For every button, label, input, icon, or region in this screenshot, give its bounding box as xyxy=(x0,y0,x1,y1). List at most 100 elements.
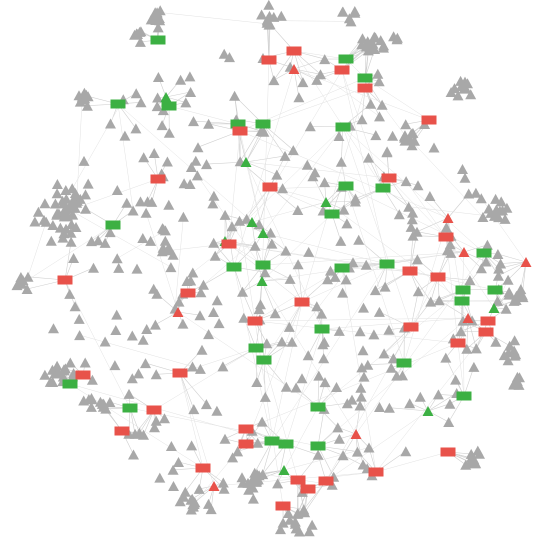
green-rect-node xyxy=(264,436,280,446)
grey-triangle-node xyxy=(135,196,146,207)
grey-triangle-node xyxy=(146,196,158,207)
grey-triangle-node xyxy=(412,180,424,191)
edge xyxy=(364,77,430,121)
edge xyxy=(368,157,384,189)
edge xyxy=(162,243,231,252)
grey-triangle-node xyxy=(470,187,482,198)
grey-triangle-node xyxy=(185,494,197,505)
green-rect-node xyxy=(255,260,271,270)
red-rect-node xyxy=(290,475,306,485)
grey-triangle-node xyxy=(368,31,380,42)
grey-triangle-node xyxy=(251,377,263,387)
grey-triangle-node xyxy=(104,397,116,407)
grey-triangle-node xyxy=(207,198,219,209)
red-rect-node xyxy=(57,275,73,285)
grey-triangle-node xyxy=(135,26,147,37)
grey-triangle-node xyxy=(383,402,395,413)
grey-triangle-node xyxy=(64,357,76,368)
grey-triangle-node xyxy=(335,235,347,246)
grey-triangle-node xyxy=(187,267,199,278)
edge xyxy=(254,320,459,344)
grey-triangle-node xyxy=(64,288,76,299)
grey-triangle-node xyxy=(82,178,94,189)
grey-triangle-node xyxy=(353,234,365,245)
grey-triangle-node xyxy=(184,71,196,82)
green-rect-node xyxy=(255,119,271,129)
grey-triangle-node xyxy=(468,453,480,464)
grey-triangle-node xyxy=(340,274,352,285)
grey-triangle-node xyxy=(338,204,350,215)
red-rect-node xyxy=(402,266,418,276)
grey-triangle-node xyxy=(241,213,253,224)
grey-triangle-node xyxy=(175,74,187,85)
grey-triangle-node xyxy=(495,196,507,207)
edge xyxy=(239,220,256,322)
grey-triangle-node xyxy=(150,415,162,426)
red-triangle-node xyxy=(288,64,300,74)
grey-triangle-node xyxy=(369,285,381,296)
grey-triangle-node xyxy=(432,389,444,400)
grey-triangle-node xyxy=(51,360,63,371)
red-rect-node xyxy=(75,370,91,380)
grey-triangle-node xyxy=(252,437,264,448)
grey-triangle-node xyxy=(156,246,168,257)
grey-triangle-node xyxy=(363,152,374,163)
grey-triangle-node xyxy=(286,336,298,347)
edge xyxy=(262,87,366,125)
grey-triangle-node xyxy=(375,35,387,46)
red-rect-node xyxy=(146,405,162,415)
green-rect-node xyxy=(487,285,503,295)
grey-triangle-node xyxy=(161,156,173,167)
grey-triangle-node xyxy=(140,207,152,218)
red-rect-node xyxy=(450,338,466,348)
grey-triangle-node xyxy=(151,101,163,112)
grey-triangle-node xyxy=(343,13,355,24)
edge xyxy=(410,291,419,328)
edge xyxy=(463,244,488,253)
green-rect-node xyxy=(456,391,472,401)
grey-triangle-node xyxy=(48,323,59,334)
grey-triangle-node xyxy=(148,148,160,158)
grey-triangle-node xyxy=(347,257,359,268)
grey-triangle-node xyxy=(400,176,412,187)
edge xyxy=(157,11,271,25)
grey-triangle-node xyxy=(355,391,367,402)
red-rect-node xyxy=(334,65,350,75)
grey-triangle-node xyxy=(141,324,153,334)
grey-triangle-node xyxy=(256,9,268,20)
edge xyxy=(254,440,273,473)
edge xyxy=(427,403,450,412)
grey-triangle-node xyxy=(492,249,504,259)
grey-triangle-node xyxy=(337,6,349,17)
grey-triangle-node xyxy=(69,202,81,213)
grey-triangle-node xyxy=(256,416,268,427)
grey-triangle-node xyxy=(138,429,149,440)
grey-triangle-node xyxy=(292,205,304,215)
grey-triangle-node xyxy=(428,142,440,153)
edge xyxy=(463,251,487,262)
grey-triangle-node xyxy=(165,262,177,273)
edge xyxy=(254,317,469,322)
grey-triangle-node xyxy=(165,441,177,451)
grey-triangle-node xyxy=(312,449,324,460)
red-triangle-node xyxy=(208,481,220,491)
grey-triangle-node xyxy=(291,508,303,519)
edge xyxy=(192,243,230,273)
grey-triangle-node xyxy=(257,469,269,480)
grey-triangle-node xyxy=(378,40,390,51)
edge xyxy=(267,20,352,22)
grey-triangle-node xyxy=(58,228,70,239)
grey-triangle-node xyxy=(332,422,344,433)
grey-triangle-node xyxy=(279,150,291,161)
green-rect-node xyxy=(338,54,354,64)
grey-triangle-node xyxy=(194,310,206,321)
green-rect-node xyxy=(278,439,294,449)
grey-triangle-node xyxy=(272,478,284,489)
grey-triangle-node xyxy=(173,296,185,307)
edge xyxy=(388,177,409,207)
grey-triangle-node xyxy=(218,48,230,59)
red-rect-node xyxy=(318,476,334,486)
grey-triangle-node xyxy=(457,315,469,326)
grey-triangle-node xyxy=(226,221,238,232)
grey-triangle-node xyxy=(269,308,281,319)
